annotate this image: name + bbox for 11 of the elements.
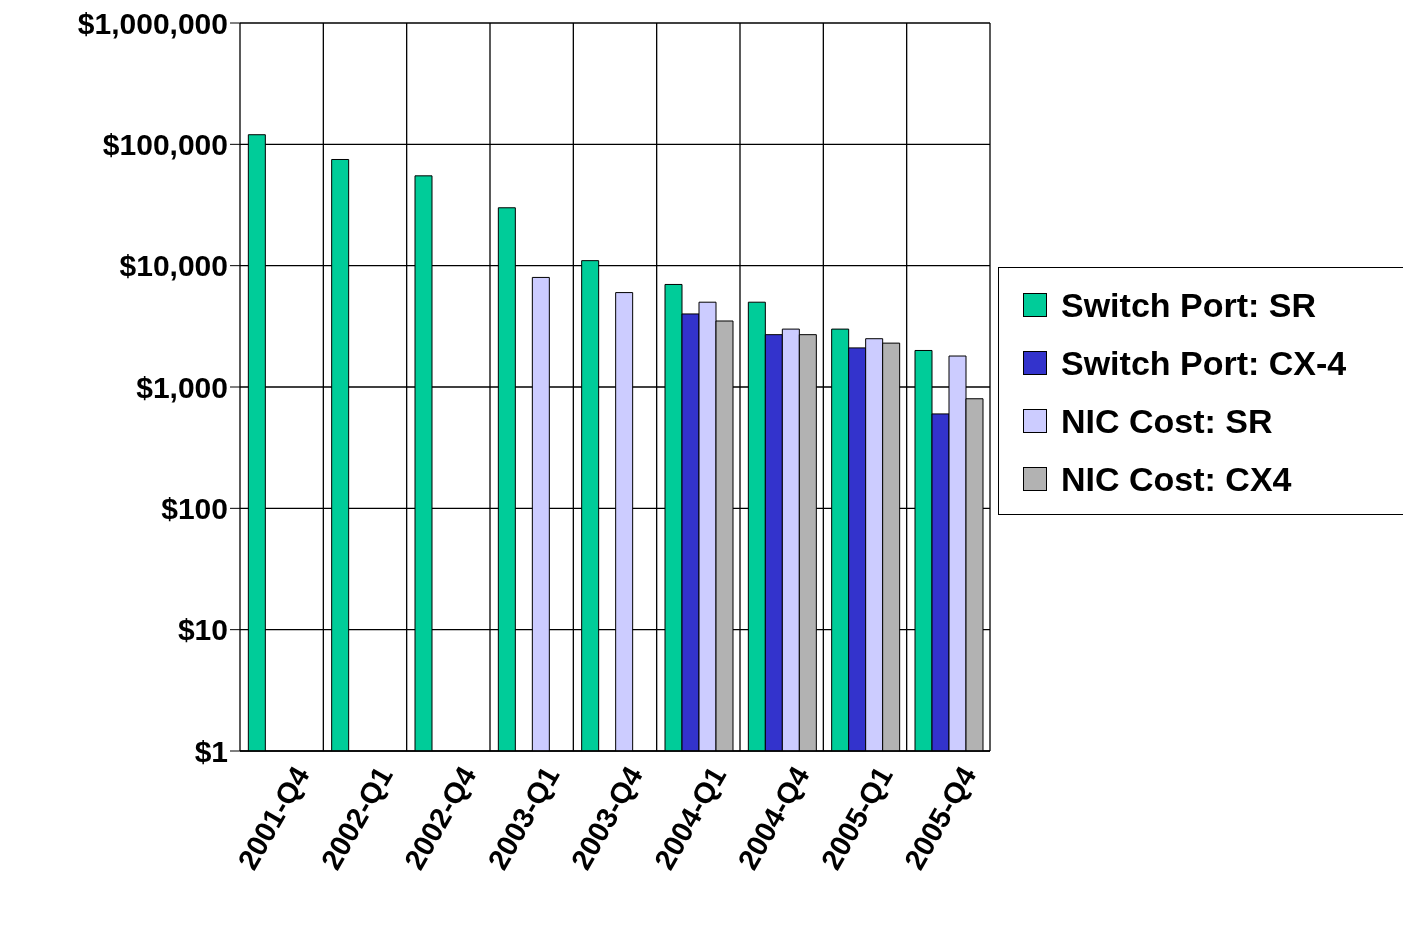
- legend-label: NIC Cost: SR: [1061, 401, 1273, 441]
- y-tick-label: $100,000: [102, 127, 228, 161]
- y-tick-label: $1: [194, 734, 228, 768]
- y-tick-label: $10,000: [119, 249, 228, 283]
- y-tick-label: $1,000: [136, 370, 228, 404]
- legend-label: Switch Port: SR: [1061, 285, 1317, 325]
- y-tick-label: $10: [177, 613, 228, 647]
- legend-label: Switch Port: CX-4: [1061, 343, 1347, 383]
- y-tick-label: $100: [161, 491, 228, 525]
- legend-label: NIC Cost: CX4: [1061, 459, 1292, 499]
- y-tick-label: $1,000,000: [77, 6, 228, 40]
